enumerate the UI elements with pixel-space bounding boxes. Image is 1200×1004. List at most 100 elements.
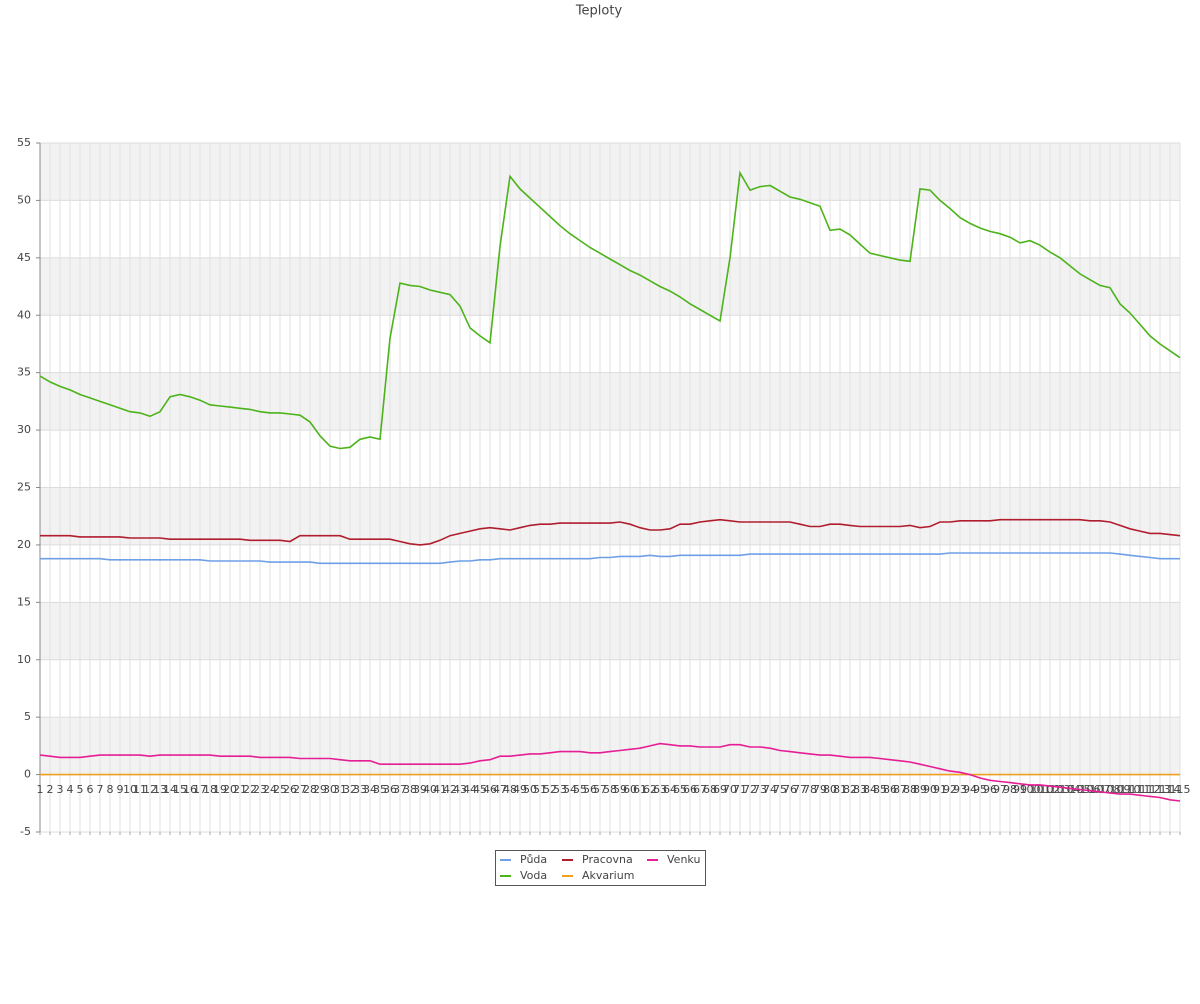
- x-tick-label: 97: [993, 783, 1007, 796]
- y-tick-label: 10: [17, 653, 31, 666]
- x-tick-label: 69: [713, 783, 727, 796]
- y-tick-label: 15: [17, 595, 31, 608]
- x-tick-label: 8: [107, 783, 114, 796]
- x-tick-label: 17: [193, 783, 207, 796]
- x-tick-label: 67: [693, 783, 707, 796]
- x-tick-label: 25: [273, 783, 287, 796]
- x-tick-label: 62: [643, 783, 657, 796]
- x-tick-label: 114: [1160, 783, 1181, 796]
- x-tick-label: 9: [117, 783, 124, 796]
- x-tick-label: 58: [603, 783, 617, 796]
- x-tick-label: 111: [1130, 783, 1151, 796]
- x-tick-label: 104: [1060, 783, 1081, 796]
- x-tick-label: 79: [813, 783, 827, 796]
- x-tick-label: 20: [223, 783, 237, 796]
- y-tick-label: 40: [17, 308, 31, 321]
- x-tick-label: 41: [433, 783, 447, 796]
- legend-label: Voda: [520, 869, 547, 882]
- x-tick-label: 19: [213, 783, 227, 796]
- y-tick-label: 0: [24, 768, 31, 781]
- x-tick-label: 43: [453, 783, 467, 796]
- x-tick-label: 112: [1140, 783, 1161, 796]
- x-tick-label: 44: [463, 783, 477, 796]
- x-tick-label: 39: [413, 783, 427, 796]
- x-tick-label: 27: [293, 783, 307, 796]
- x-tick-label: 10: [123, 783, 137, 796]
- x-tick-label: 48: [503, 783, 517, 796]
- x-tick-label: 29: [313, 783, 327, 796]
- x-tick-label: 13: [153, 783, 167, 796]
- x-tick-label: 80: [823, 783, 837, 796]
- x-tick-label: 50: [523, 783, 537, 796]
- x-tick-label: 11: [133, 783, 147, 796]
- x-tick-label: 113: [1150, 783, 1171, 796]
- x-tick-label: 54: [563, 783, 577, 796]
- x-tick-label: 6: [87, 783, 94, 796]
- x-tick-label: 77: [793, 783, 807, 796]
- x-tick-label: 24: [263, 783, 277, 796]
- x-tick-label: 73: [753, 783, 767, 796]
- legend-label: Akvarium: [582, 869, 634, 882]
- legend-label: Pracovna: [582, 853, 633, 866]
- x-tick-label: 98: [1003, 783, 1017, 796]
- x-tick-label: 78: [803, 783, 817, 796]
- x-tick-label: 95: [973, 783, 987, 796]
- x-tick-label: 45: [473, 783, 487, 796]
- x-tick-label: 76: [783, 783, 797, 796]
- x-tick-label: 99: [1013, 783, 1027, 796]
- x-tick-label: 22: [243, 783, 257, 796]
- series-line: [39, 742, 1181, 802]
- y-tick-label: 55: [17, 136, 31, 149]
- x-tick-label: 85: [873, 783, 887, 796]
- x-tick-label: 84: [863, 783, 877, 796]
- x-tick-label: 86: [883, 783, 897, 796]
- x-tick-label: 94: [963, 783, 977, 796]
- x-tick-label: 91: [933, 783, 947, 796]
- x-tick-label: 100: [1020, 783, 1041, 796]
- x-tick-label: 63: [653, 783, 667, 796]
- x-tick-label: 61: [633, 783, 647, 796]
- x-tick-label: 83: [853, 783, 867, 796]
- x-tick-label: 35: [373, 783, 387, 796]
- x-tick-label: 74: [763, 783, 777, 796]
- x-tick-label: 92: [943, 783, 957, 796]
- x-tick-label: 88: [903, 783, 917, 796]
- y-tick-label: 20: [17, 538, 31, 551]
- y-tick-label: -5: [20, 825, 31, 838]
- x-tick-label: 38: [403, 783, 417, 796]
- x-tick-label: 66: [683, 783, 697, 796]
- y-tick-label: 45: [17, 251, 31, 264]
- x-tick-label: 18: [203, 783, 217, 796]
- x-tick-label: 81: [833, 783, 847, 796]
- x-tick-label: 26: [283, 783, 297, 796]
- x-tick-label: 89: [913, 783, 927, 796]
- x-tick-label: 4: [67, 783, 74, 796]
- x-tick-label: 115: [1170, 783, 1191, 796]
- x-tick-label: 30: [323, 783, 337, 796]
- legend-box: [495, 850, 706, 886]
- x-tick-label: 5: [77, 783, 84, 796]
- chart-title: Teploty: [575, 4, 623, 19]
- y-tick-label: 5: [24, 710, 31, 723]
- x-tick-label: 28: [303, 783, 317, 796]
- x-tick-label: 93: [953, 783, 967, 796]
- x-tick-label: 1: [37, 783, 44, 796]
- x-tick-label: 72: [743, 783, 757, 796]
- x-tick-label: 46: [483, 783, 497, 796]
- x-tick-label: 110: [1120, 783, 1141, 796]
- x-tick-label: 53: [553, 783, 567, 796]
- x-tick-label: 60: [623, 783, 637, 796]
- x-tick-label: 55: [573, 783, 587, 796]
- x-tick-label: 12: [143, 783, 157, 796]
- series-line: [39, 170, 1181, 450]
- x-tick-label: 87: [893, 783, 907, 796]
- x-tick-label: 70: [723, 783, 737, 796]
- x-tick-label: 33: [353, 783, 367, 796]
- x-tick-label: 15: [173, 783, 187, 796]
- x-tick-label: 7: [97, 783, 104, 796]
- x-tick-label: 16: [183, 783, 197, 796]
- y-tick-label: 50: [17, 193, 31, 206]
- x-tick-label: 21: [233, 783, 247, 796]
- x-tick-label: 14: [163, 783, 177, 796]
